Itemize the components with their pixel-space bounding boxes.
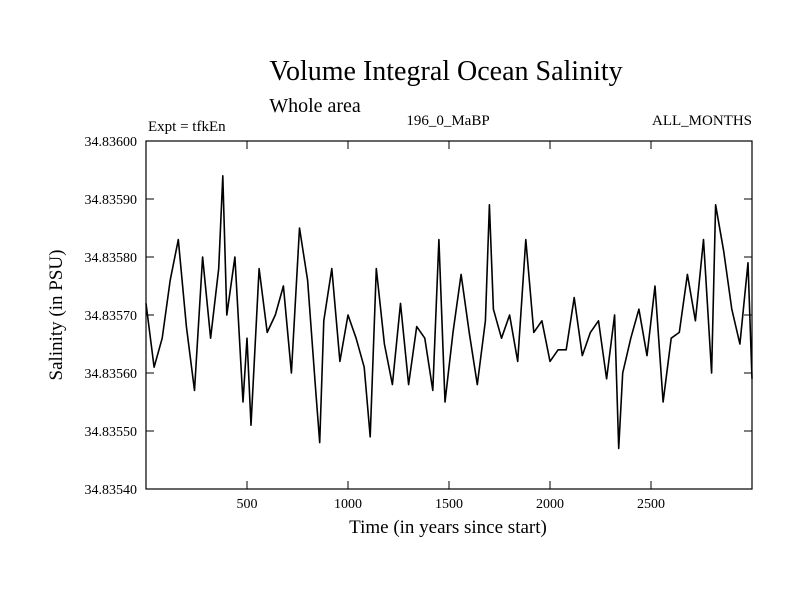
- salinity-series-line: [145, 175, 753, 450]
- y-tick-label: 34.83600: [85, 135, 138, 150]
- x-tick-label: 1000: [334, 497, 362, 512]
- axes: [145, 140, 753, 490]
- y-tick-label: 34.83560: [85, 367, 138, 382]
- chart-title: Volume Integral Ocean Salinity: [269, 56, 622, 87]
- y-tick-label: 34.83540: [85, 483, 138, 498]
- x-tick-label: 1500: [435, 497, 463, 512]
- chart-subtitle: Whole area: [269, 95, 361, 117]
- y-tick-label: 34.83570: [85, 309, 138, 324]
- x-tick-label: 2500: [637, 497, 665, 512]
- x-tick-label: 2000: [536, 497, 564, 512]
- y-tick-label: 34.83580: [85, 251, 138, 266]
- x-axis-label: Time (in years since start): [349, 517, 547, 538]
- months-label: ALL_MONTHS: [652, 113, 752, 129]
- y-tick-label: 34.83550: [85, 425, 138, 440]
- experiment-label: Expt = tfkEn: [148, 119, 226, 135]
- run-label: 196_0_MaBP: [406, 113, 489, 129]
- ticks: 500 1000 1500 2000 2500 34.83540 34.83550 34.83…: [85, 135, 752, 512]
- plot-frame: [145, 140, 753, 490]
- series-group: [145, 175, 753, 450]
- y-tick-label: 34.83590: [85, 193, 138, 208]
- x-tick-label: 500: [237, 497, 258, 512]
- y-axis-label: Salinity (in PSU): [46, 250, 67, 381]
